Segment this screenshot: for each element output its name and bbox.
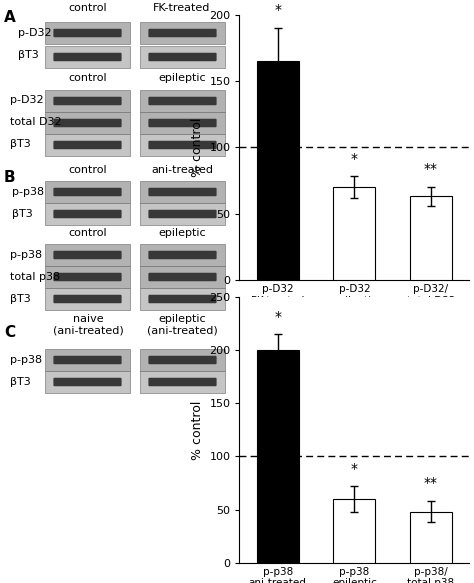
Bar	[410, 512, 452, 563]
FancyBboxPatch shape	[45, 349, 130, 371]
FancyBboxPatch shape	[45, 203, 130, 225]
FancyBboxPatch shape	[148, 52, 217, 61]
FancyBboxPatch shape	[140, 371, 225, 393]
FancyBboxPatch shape	[148, 119, 217, 127]
Bar	[256, 350, 299, 563]
FancyBboxPatch shape	[54, 356, 122, 364]
Bar	[333, 499, 375, 563]
FancyBboxPatch shape	[45, 46, 130, 68]
FancyBboxPatch shape	[148, 378, 217, 387]
Text: control: control	[69, 73, 107, 83]
Text: p-p38: p-p38	[12, 187, 44, 197]
FancyBboxPatch shape	[148, 210, 217, 218]
FancyBboxPatch shape	[140, 112, 225, 134]
Text: ani-treated: ani-treated	[151, 165, 213, 175]
Text: A: A	[4, 10, 16, 25]
Bar	[256, 61, 299, 280]
FancyBboxPatch shape	[148, 97, 217, 106]
FancyBboxPatch shape	[45, 288, 130, 310]
FancyBboxPatch shape	[140, 46, 225, 68]
FancyBboxPatch shape	[148, 188, 217, 196]
FancyBboxPatch shape	[148, 29, 217, 37]
FancyBboxPatch shape	[148, 141, 217, 149]
FancyBboxPatch shape	[54, 273, 122, 281]
FancyBboxPatch shape	[54, 251, 122, 259]
FancyBboxPatch shape	[54, 295, 122, 303]
FancyBboxPatch shape	[148, 273, 217, 281]
Text: βT3: βT3	[10, 139, 31, 149]
Text: **: **	[424, 476, 438, 490]
Bar	[410, 196, 452, 280]
Text: B: B	[4, 170, 16, 185]
FancyBboxPatch shape	[45, 112, 130, 134]
Text: βT3: βT3	[10, 377, 31, 387]
Text: βT3: βT3	[18, 50, 39, 60]
Text: total p38: total p38	[10, 272, 60, 282]
FancyBboxPatch shape	[140, 288, 225, 310]
FancyBboxPatch shape	[54, 29, 122, 37]
FancyBboxPatch shape	[140, 244, 225, 266]
Text: control: control	[69, 3, 107, 13]
FancyBboxPatch shape	[45, 22, 130, 44]
Text: *: *	[274, 310, 281, 324]
Y-axis label: % control: % control	[191, 401, 204, 459]
FancyBboxPatch shape	[54, 210, 122, 218]
FancyBboxPatch shape	[54, 52, 122, 61]
FancyBboxPatch shape	[140, 203, 225, 225]
Text: epileptic
(ani-treated): epileptic (ani-treated)	[146, 314, 218, 336]
Y-axis label: % control: % control	[191, 118, 204, 177]
Text: βT3: βT3	[12, 209, 33, 219]
Text: p-D32: p-D32	[10, 95, 44, 105]
Text: epileptic: epileptic	[158, 73, 206, 83]
FancyBboxPatch shape	[140, 134, 225, 156]
FancyBboxPatch shape	[140, 22, 225, 44]
Text: naive
(ani-treated): naive (ani-treated)	[53, 314, 123, 336]
FancyBboxPatch shape	[45, 181, 130, 203]
Text: control: control	[69, 228, 107, 238]
FancyBboxPatch shape	[45, 90, 130, 112]
FancyBboxPatch shape	[148, 295, 217, 303]
FancyBboxPatch shape	[54, 188, 122, 196]
Text: FK-treated: FK-treated	[153, 3, 210, 13]
FancyBboxPatch shape	[140, 181, 225, 203]
Bar	[333, 187, 375, 280]
Text: total D32: total D32	[10, 117, 62, 127]
FancyBboxPatch shape	[45, 266, 130, 288]
FancyBboxPatch shape	[54, 97, 122, 106]
Text: βT3: βT3	[10, 294, 31, 304]
FancyBboxPatch shape	[140, 349, 225, 371]
FancyBboxPatch shape	[45, 244, 130, 266]
Text: *: *	[351, 462, 358, 476]
FancyBboxPatch shape	[140, 266, 225, 288]
Text: p-p38: p-p38	[10, 355, 42, 365]
Text: *: *	[351, 152, 358, 166]
Text: **: **	[424, 163, 438, 177]
FancyBboxPatch shape	[140, 90, 225, 112]
Text: control: control	[69, 165, 107, 175]
FancyBboxPatch shape	[54, 378, 122, 387]
Text: C: C	[4, 325, 15, 340]
FancyBboxPatch shape	[45, 371, 130, 393]
Text: p-D32: p-D32	[18, 28, 52, 38]
FancyBboxPatch shape	[54, 141, 122, 149]
FancyBboxPatch shape	[54, 119, 122, 127]
FancyBboxPatch shape	[45, 134, 130, 156]
FancyBboxPatch shape	[148, 356, 217, 364]
FancyBboxPatch shape	[148, 251, 217, 259]
Text: *: *	[274, 3, 281, 17]
Text: p-p38: p-p38	[10, 250, 42, 260]
Text: epileptic: epileptic	[158, 228, 206, 238]
